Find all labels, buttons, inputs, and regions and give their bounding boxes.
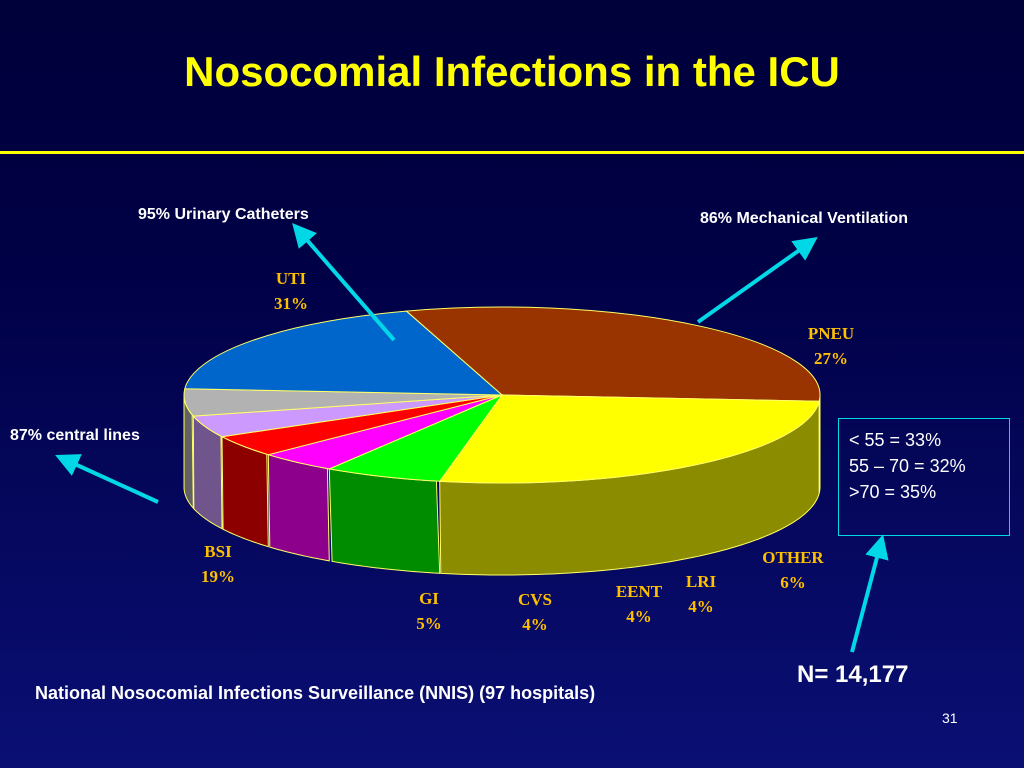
slice-uti (405, 306, 821, 402)
source-note: National Nosocomial Infections Surveilla… (35, 683, 596, 703)
arrows (55, 222, 889, 653)
slice-label-gi: GI (419, 589, 439, 608)
age-line: 55 – 70 = 32% (849, 456, 966, 476)
slice-label-uti: UTI (276, 269, 307, 288)
total-count: N= 14,177 (797, 661, 909, 688)
slice-pct-pneu: 27% (814, 349, 848, 368)
slice-label-lri: LRI (686, 572, 717, 591)
uti-annotation: 95% Urinary Catheters (138, 206, 309, 223)
slice-bsi (184, 310, 504, 396)
arrow-uti (292, 222, 396, 342)
arrow-pneu (696, 237, 818, 324)
arrow-total (850, 534, 889, 653)
slide-title: Nosocomial Infections in the ICU (184, 48, 840, 95)
slice-side-eent (221, 435, 269, 548)
age-distribution-box: < 55 = 33% 55 – 70 = 32% >70 = 35% (838, 418, 1010, 536)
slice-side-other (328, 468, 441, 574)
age-line: >70 = 35% (849, 482, 937, 502)
slice-side-lri (267, 454, 330, 562)
slice-label-bsi: BSI (204, 542, 232, 561)
bsi-annotation: 87% central lines (10, 427, 140, 444)
page-number: 31 (942, 710, 958, 726)
slice-pneu (438, 394, 820, 484)
title-rule (0, 151, 1024, 154)
slice-other (327, 393, 504, 482)
slice-label-eent: EENT (616, 582, 663, 601)
slice-pct-lri: 4% (688, 597, 714, 616)
slice-label-cvs: CVS (518, 590, 552, 609)
pie-tops (183, 306, 821, 484)
slice-pct-uti: 31% (274, 294, 308, 313)
slice-label-other: OTHER (762, 548, 824, 567)
age-line: < 55 = 33% (849, 430, 942, 450)
slice-pct-other: 6% (780, 573, 806, 592)
slice-pct-eent: 4% (626, 607, 652, 626)
slice-label-pneu: PNEU (808, 324, 854, 343)
pneu-annotation: 86% Mechanical Ventilation (700, 210, 909, 227)
arrow-bsi (55, 454, 159, 504)
pie-labels: UTI 31% PNEU 27% OTHER 6% LRI 4% EENT 4% CVS 4% GI 5%… (201, 269, 854, 634)
slice-pct-cvs: 4% (522, 615, 548, 634)
slice-pct-gi: 5% (416, 614, 442, 633)
slice-pct-bsi: 19% (201, 567, 235, 586)
